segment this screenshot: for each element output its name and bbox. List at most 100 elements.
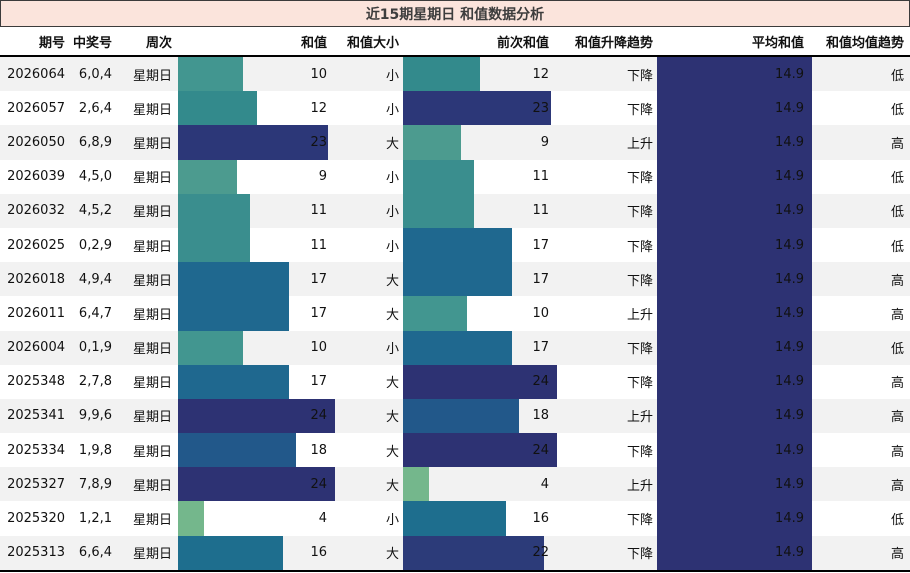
prev-sum-bar-cell: 12: [403, 57, 557, 92]
size-cell: 小: [385, 102, 399, 118]
avg-sum-value: 14.9: [775, 442, 804, 458]
avg-sum-value: 14.9: [775, 408, 804, 424]
table-row: 2025348 2,7,8 星期日 17 大 24 下降 14.9 高: [0, 364, 910, 399]
period-cell: 2025341: [7, 408, 65, 424]
size-cell: 小: [385, 205, 399, 221]
prev-sum-bar-cell: 17: [403, 262, 557, 297]
winning-numbers-cell: 9,9,6: [78, 408, 112, 424]
period-cell: 2026064: [7, 66, 65, 82]
col-header-avg-sum: 平均和值: [751, 35, 804, 51]
prev-sum-bar-cell: 23: [403, 91, 557, 126]
prev-sum-bar: [403, 193, 474, 228]
sum-value: 10: [310, 340, 327, 356]
avg-sum-value: 14.9: [775, 237, 804, 253]
sum-bar-cell: 24: [178, 467, 335, 502]
avg-sum-value: 14.9: [775, 545, 804, 561]
table-row: 2025334 1,9,8 星期日 18 大 24 下降 14.9 高: [0, 433, 910, 468]
table-row: 2026004 0,1,9 星期日 10 小 17 下降 14.9 低: [0, 330, 910, 365]
winning-numbers-cell: 7,8,9: [78, 476, 112, 492]
avg-sum-bar-cell: 14.9: [657, 433, 812, 468]
avg-sum-value: 14.9: [775, 271, 804, 287]
size-cell: 大: [385, 376, 399, 392]
prev-sum-bar: [403, 535, 545, 570]
prev-sum-value: 17: [532, 340, 549, 356]
avg-sum-bar-cell: 14.9: [657, 467, 812, 502]
prev-sum-bar-cell: 24: [403, 433, 557, 468]
sum-bar: [178, 330, 244, 365]
prev-sum-value: 9: [540, 134, 549, 150]
sum-bar: [178, 91, 257, 126]
sum-value: 18: [310, 442, 327, 458]
size-cell: 小: [385, 342, 399, 358]
sum-bar-cell: 16: [178, 535, 335, 570]
period-cell: 2026039: [7, 169, 65, 185]
sum-value: 24: [310, 408, 327, 424]
sum-bar: [178, 57, 244, 92]
prev-sum-bar: [403, 159, 474, 194]
sum-bar: [178, 398, 335, 434]
avg-sum-bar: [657, 364, 812, 399]
sum-value: 16: [310, 545, 327, 561]
period-cell: 2025348: [7, 374, 65, 390]
avg-sum-value: 14.9: [775, 340, 804, 356]
col-header-week: 周次: [145, 35, 172, 51]
period-cell: 2026025: [7, 237, 65, 253]
trend-cell: 上升: [626, 307, 653, 323]
avg-sum-bar: [657, 330, 812, 365]
week-cell: 星期日: [132, 273, 172, 289]
avg-sum-value: 14.9: [775, 203, 804, 219]
avg-trend-cell: 高: [890, 547, 904, 563]
sum-value: 17: [310, 271, 327, 287]
prev-sum-value: 16: [532, 511, 549, 527]
week-cell: 星期日: [132, 478, 172, 494]
size-cell: 小: [385, 239, 399, 255]
sum-value: 9: [318, 169, 327, 185]
avg-sum-bar: [657, 535, 812, 570]
avg-trend-cell: 低: [890, 68, 904, 84]
period-cell: 2026032: [7, 203, 65, 219]
avg-sum-value: 14.9: [775, 134, 804, 150]
prev-sum-value: 24: [532, 374, 549, 390]
prev-sum-bar-cell: 17: [403, 330, 557, 365]
size-cell: 大: [385, 410, 399, 426]
trend-cell: 下降: [626, 205, 653, 221]
prev-sum-bar-cell: 11: [403, 159, 557, 194]
avg-sum-bar: [657, 467, 812, 502]
sum-value: 12: [310, 100, 327, 116]
avg-sum-value: 14.9: [775, 169, 804, 185]
table-row: 2025327 7,8,9 星期日 24 大 4 上升 14.9 高: [0, 467, 910, 502]
trend-cell: 下降: [626, 513, 653, 529]
sum-bar-cell: 24: [178, 398, 335, 434]
avg-sum-bar: [657, 433, 812, 468]
size-cell: 小: [385, 513, 399, 529]
avg-sum-value: 14.9: [775, 100, 804, 116]
sum-bar-cell: 17: [178, 262, 335, 297]
avg-sum-bar-cell: 14.9: [657, 364, 812, 399]
winning-numbers-cell: 6,0,4: [78, 66, 112, 82]
avg-trend-cell: 低: [890, 205, 904, 221]
size-cell: 大: [385, 307, 399, 323]
avg-sum-value: 14.9: [775, 305, 804, 321]
sum-bar: [178, 433, 296, 468]
period-cell: 2025320: [7, 511, 65, 527]
col-header-trend: 和值升降趋势: [574, 35, 653, 51]
prev-sum-bar-cell: 11: [403, 193, 557, 228]
prev-sum-value: 24: [532, 442, 549, 458]
avg-sum-bar-cell: 14.9: [657, 125, 812, 160]
sum-bar: [178, 159, 237, 194]
winning-numbers-cell: 4,5,0: [78, 169, 112, 185]
size-cell: 大: [385, 547, 399, 563]
avg-trend-cell: 低: [890, 342, 904, 358]
trend-cell: 下降: [626, 102, 653, 118]
col-header-prev-sum: 前次和值: [496, 35, 549, 51]
trend-cell: 下降: [626, 547, 653, 563]
header-row: 期号 中奖号 周次 和值 和值大小 前次和值 和值升降趋势 平均和值 和值均值趋…: [0, 27, 910, 57]
sum-bar-cell: 4: [178, 501, 335, 536]
week-cell: 星期日: [132, 307, 172, 323]
week-cell: 星期日: [132, 547, 172, 563]
table-row: 2026057 2,6,4 星期日 12 小 23 下降 14.9 低: [0, 91, 910, 126]
avg-trend-cell: 低: [890, 513, 904, 529]
sum-value: 10: [310, 66, 327, 82]
table-row: 2025320 1,2,1 星期日 4 小 16 下降 14.9 低: [0, 501, 910, 536]
